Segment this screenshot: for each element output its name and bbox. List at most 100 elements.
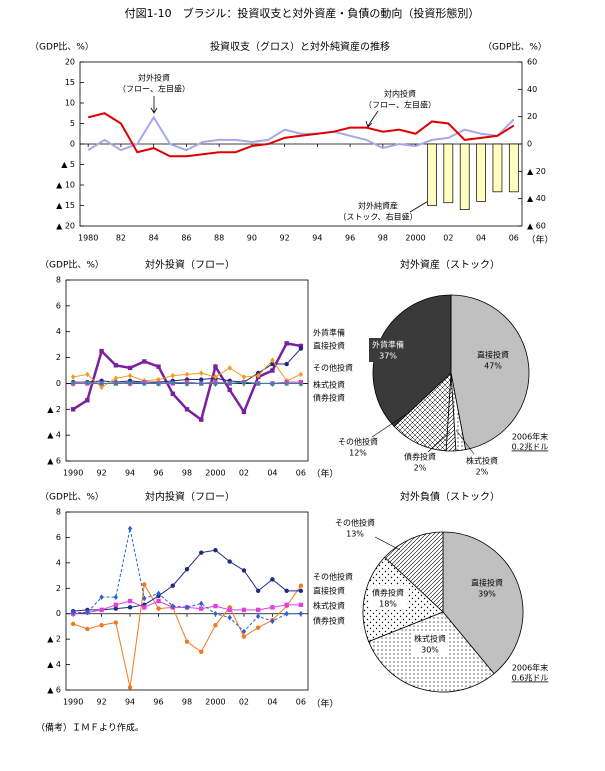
marker: [156, 590, 161, 597]
x-tick-label: 06: [296, 469, 306, 478]
marker: [142, 605, 147, 610]
slice-label: 株式投資: [414, 634, 446, 644]
series-label: 債券投資: [313, 616, 345, 626]
y2-axis-label: （GDP比、%）: [483, 41, 547, 53]
x-tick-label: 04: [267, 469, 277, 478]
marker: [113, 375, 119, 382]
x-tick-label: 1990: [63, 698, 83, 707]
marker: [99, 384, 104, 391]
marker: [199, 550, 204, 555]
marker: [213, 374, 218, 380]
marker: [156, 364, 161, 369]
y2-tick-label: 0: [527, 140, 532, 149]
marker: [284, 341, 289, 346]
series-label: 外貨準備: [313, 328, 345, 338]
marker: [113, 363, 119, 368]
marker: [284, 381, 289, 386]
marker: [170, 372, 175, 379]
marker: [270, 361, 275, 367]
marker: [113, 602, 119, 608]
label-box: [474, 348, 512, 372]
marker: [156, 376, 161, 383]
x-tick-label: 82: [116, 234, 126, 243]
x-tick-label: 02: [443, 234, 453, 243]
pie-slice: [442, 531, 524, 675]
label-box: [468, 576, 506, 600]
marker: [142, 359, 147, 364]
slice-label: その他投資: [338, 437, 378, 447]
y-tick-label: 20: [65, 58, 75, 67]
y-tick-label: ▲ 4: [47, 431, 61, 440]
pie-slice: [450, 294, 530, 451]
marker: [199, 381, 204, 386]
marker: [142, 381, 147, 386]
marker: [270, 368, 275, 373]
marker: [142, 582, 147, 587]
marker: [127, 525, 133, 532]
y-tick-label: 8: [56, 276, 61, 285]
x-tick-label: 84: [149, 234, 159, 243]
bar: [476, 143, 486, 202]
label-box: [411, 632, 449, 656]
pie-note: 0.6兆ドル: [512, 673, 549, 683]
marker: [156, 381, 161, 386]
marker: [255, 613, 261, 620]
annotation: （フロー、左目盛）: [364, 100, 436, 110]
y-tick-label: ▲ 20: [56, 222, 75, 231]
x-tick-label: 90: [247, 234, 257, 243]
y-tick-label: 4: [56, 327, 61, 336]
y-tick-label: ▲ 6: [47, 457, 61, 466]
marker: [213, 547, 218, 553]
annotation: （フロー、左目盛）: [118, 84, 190, 94]
marker: [213, 610, 218, 617]
marker: [199, 417, 204, 422]
bar: [459, 143, 470, 210]
series-line: [73, 528, 301, 633]
marker: [241, 607, 247, 613]
x-tick-label: 02: [239, 469, 249, 478]
marker: [99, 381, 104, 386]
chart-title: 投資収支（グロス）と対外純資産の推移: [210, 40, 390, 53]
y-tick-label: ▲ 4: [47, 660, 61, 669]
marker: [255, 607, 261, 613]
marker: [170, 583, 175, 588]
x-tick-label: 94: [125, 469, 135, 478]
y-tick-label: 15: [65, 78, 75, 87]
marker: [85, 371, 90, 378]
marker: [70, 621, 76, 627]
marker: [99, 348, 104, 354]
bar: [492, 143, 503, 193]
bar: [508, 143, 519, 193]
x-axis-label: （年）: [526, 234, 553, 246]
label-box: [369, 338, 407, 362]
plot-frame: [65, 511, 309, 691]
series-line: [72, 582, 302, 688]
leader-line: [427, 431, 451, 453]
marker: [270, 618, 275, 625]
marker: [70, 609, 76, 616]
marker: [298, 602, 304, 608]
marker: [70, 379, 76, 385]
marker: [85, 398, 90, 403]
y-tick-label: 0: [56, 609, 61, 618]
x-tick-label: 86: [181, 234, 191, 243]
x-tick-label: 94: [125, 698, 135, 707]
marker: [270, 605, 275, 610]
marker: [156, 606, 161, 611]
x-tick-label: 92: [96, 698, 106, 707]
y2-tick-label: 60: [527, 58, 537, 67]
marker: [127, 379, 133, 385]
x-tick-label: 94: [312, 234, 322, 243]
y2-tick-label: ▲ 60: [527, 222, 546, 231]
marker: [255, 381, 261, 386]
marker: [213, 603, 218, 609]
y-axis-label: （GDP比、%）: [40, 259, 104, 271]
x-tick-label: 1980: [78, 234, 98, 243]
marker: [284, 588, 289, 594]
marker: [227, 365, 232, 371]
marker: [255, 372, 261, 379]
marker: [99, 594, 104, 600]
marker: [184, 639, 190, 644]
pie-note: 2006年末: [512, 432, 548, 442]
marker: [255, 625, 261, 630]
